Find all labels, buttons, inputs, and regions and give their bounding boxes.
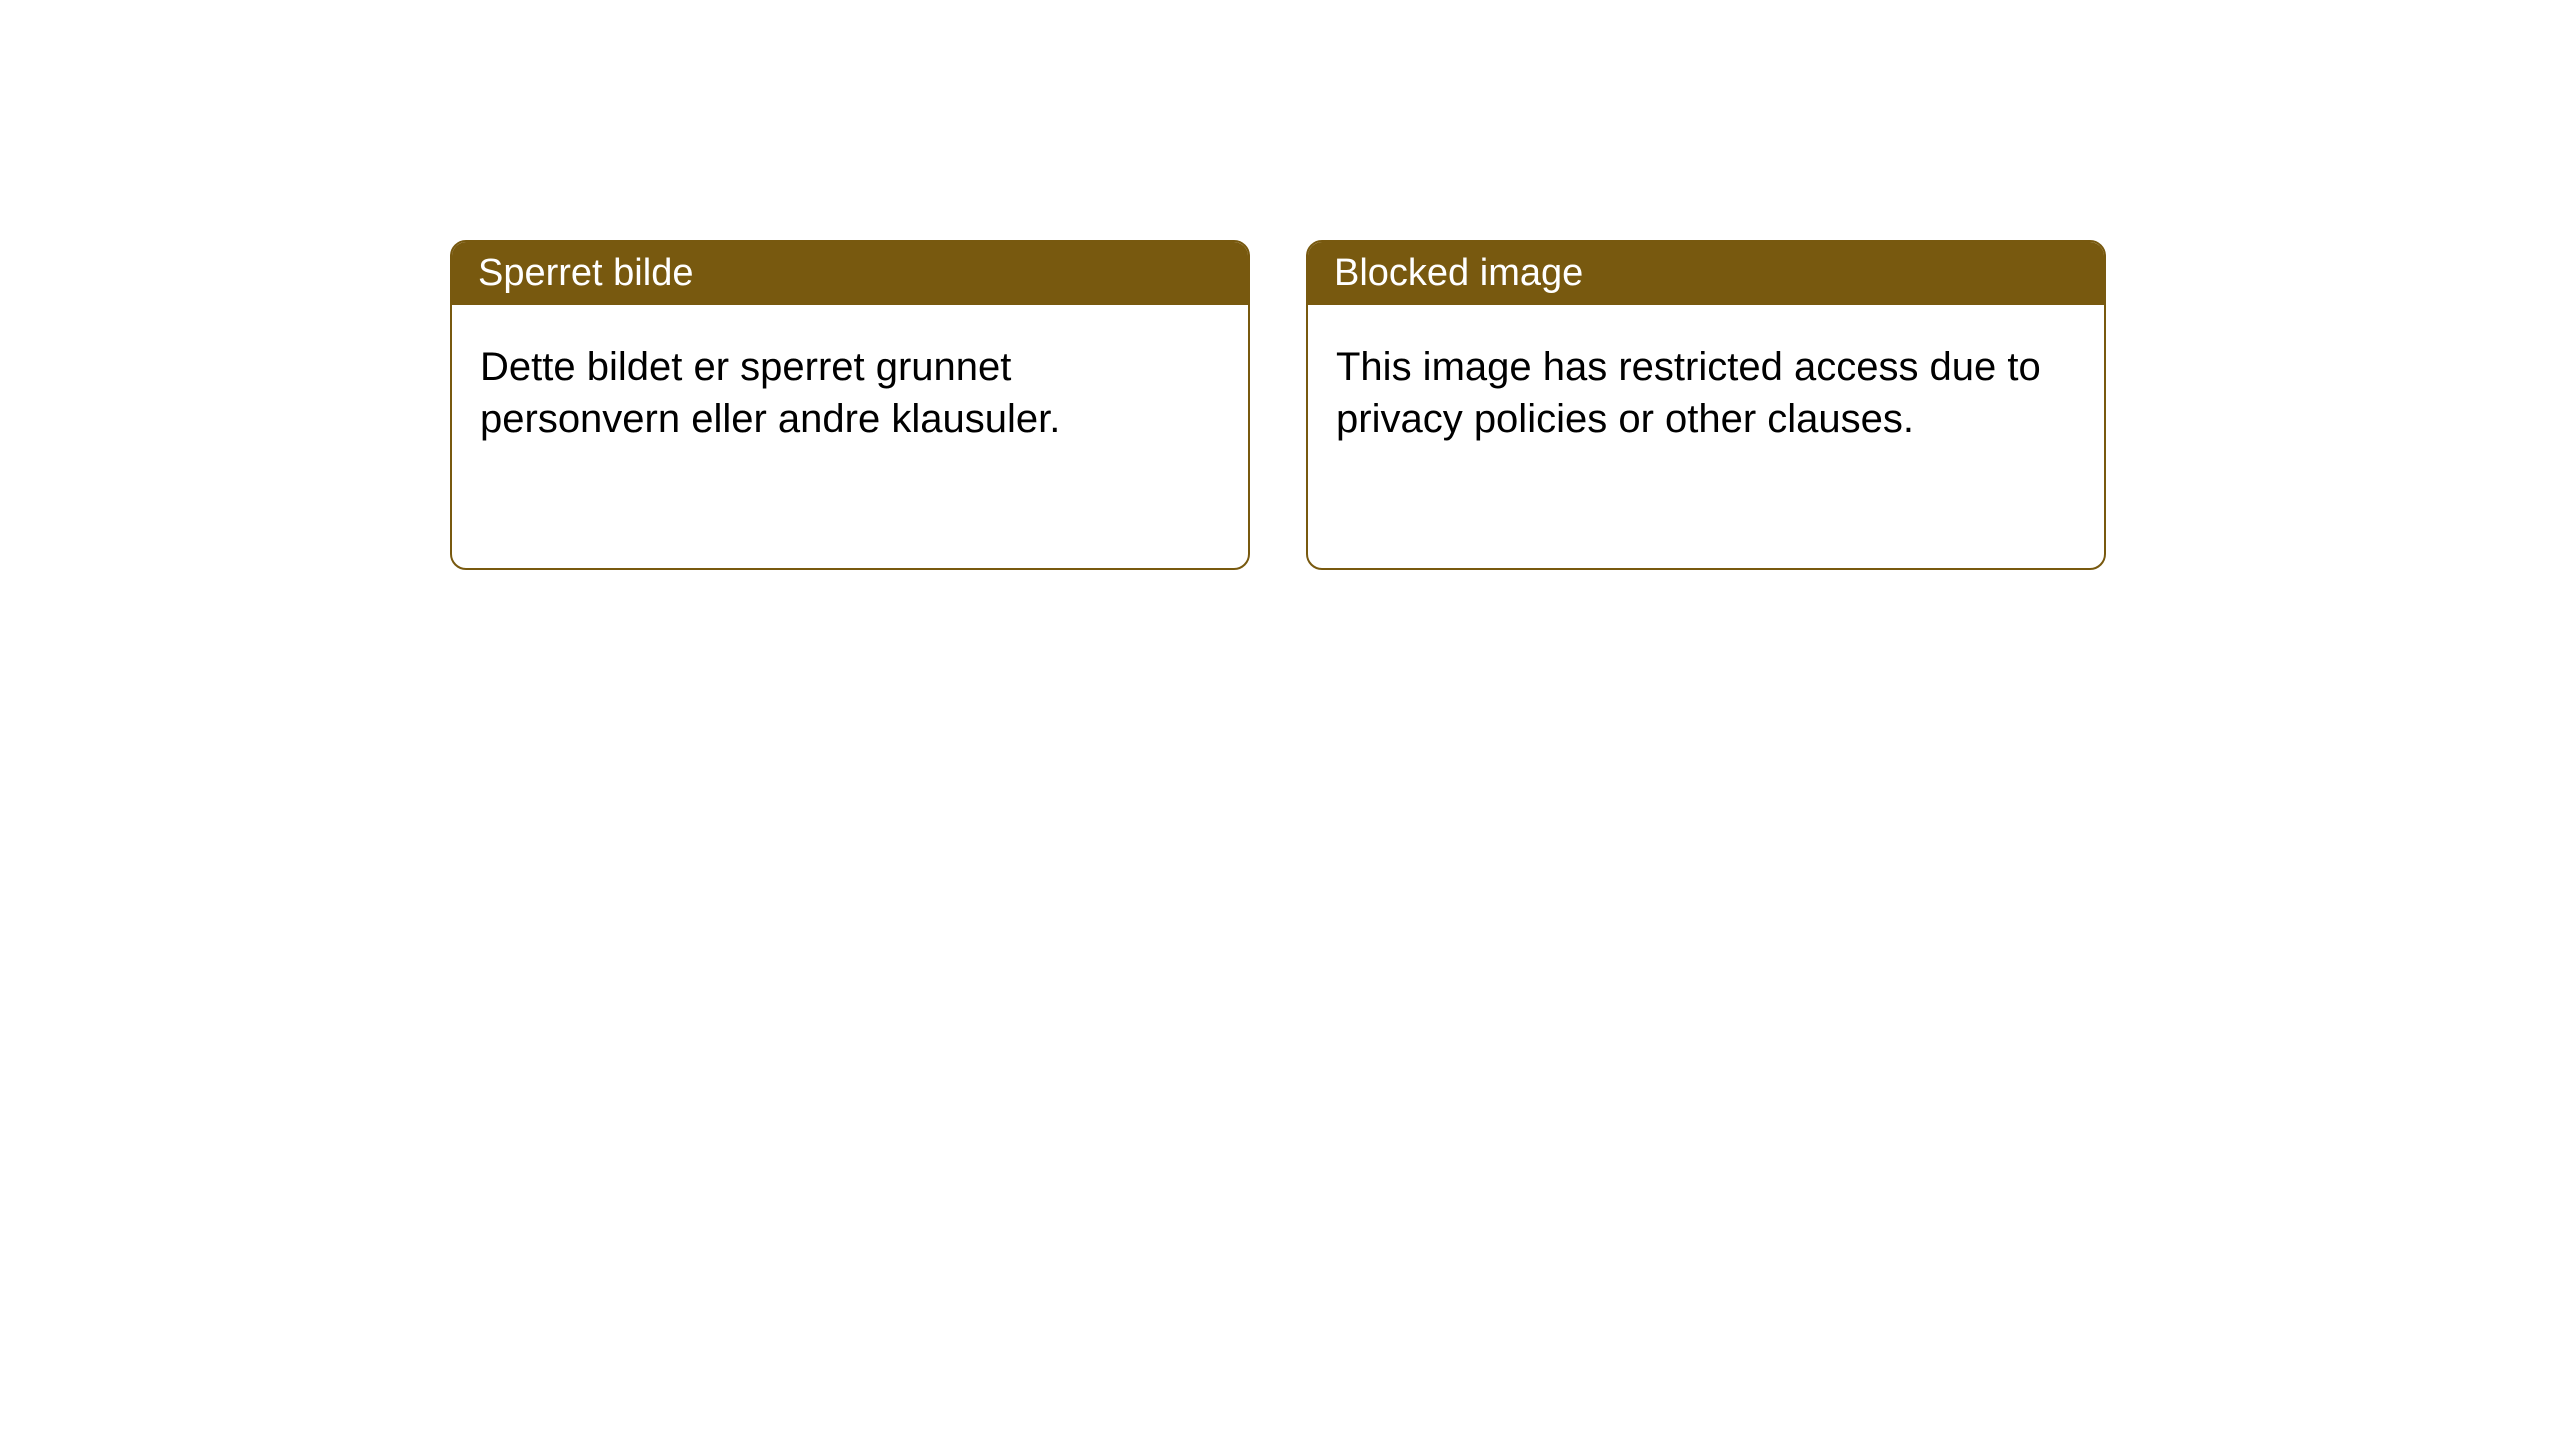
notice-container: Sperret bilde Dette bildet er sperret gr…: [0, 0, 2560, 570]
notice-message: Dette bildet er sperret grunnet personve…: [480, 345, 1060, 441]
notice-body: Dette bildet er sperret grunnet personve…: [452, 305, 1248, 481]
notice-body: This image has restricted access due to …: [1308, 305, 2104, 481]
notice-header: Blocked image: [1308, 242, 2104, 305]
notice-header: Sperret bilde: [452, 242, 1248, 305]
notice-title: Sperret bilde: [478, 252, 693, 294]
notice-card-norwegian: Sperret bilde Dette bildet er sperret gr…: [450, 240, 1250, 570]
notice-message: This image has restricted access due to …: [1336, 345, 2041, 441]
notice-card-english: Blocked image This image has restricted …: [1306, 240, 2106, 570]
notice-title: Blocked image: [1334, 252, 1583, 294]
